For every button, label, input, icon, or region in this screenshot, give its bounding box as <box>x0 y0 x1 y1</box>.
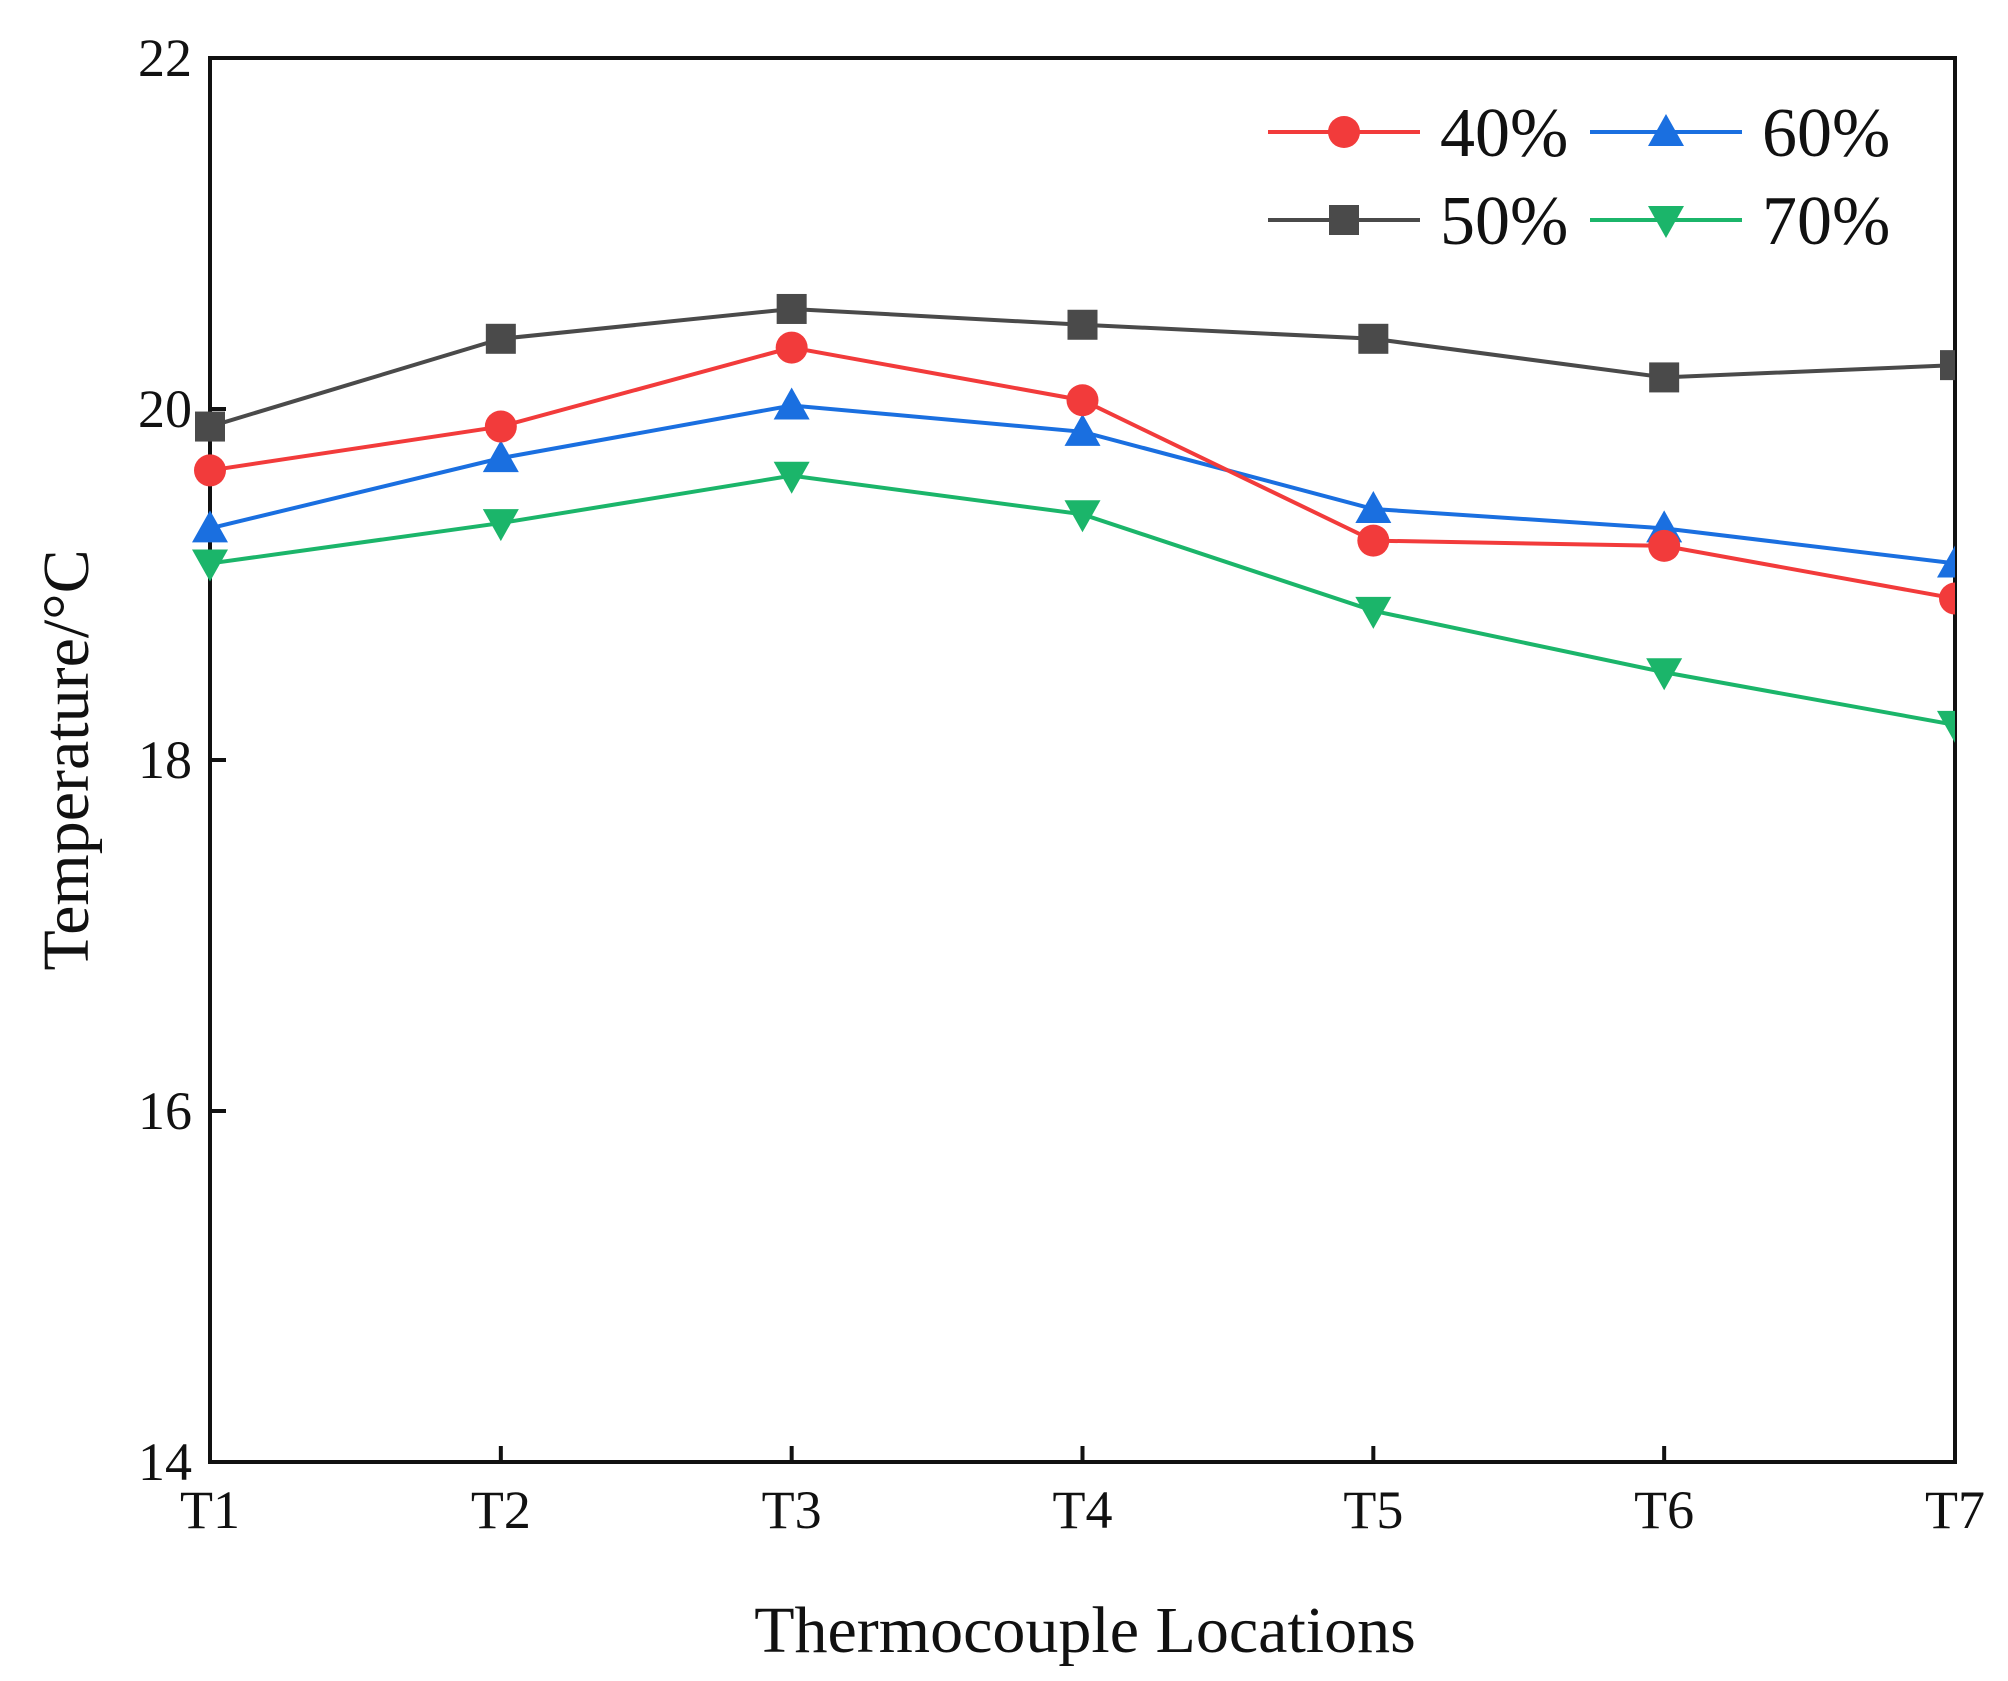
series-60-percent <box>192 387 1955 578</box>
series-40-percent <box>194 331 1955 615</box>
data-point-50-percent-t7 <box>1940 350 1955 381</box>
data-point-60-percent-t7 <box>1937 545 1955 578</box>
data-point-50-percent-t1 <box>195 411 225 442</box>
legend-label-50-percent: 50% <box>1440 183 1568 260</box>
data-point-60-percent-t5 <box>1355 491 1392 524</box>
x-tick-label-t7: T7 <box>1925 1480 1985 1540</box>
data-point-60-percent-t2 <box>482 440 519 473</box>
legend-item-40-percent: 40% <box>1268 95 1568 172</box>
y-tick-label-14: 14 <box>138 1432 192 1492</box>
series-layer <box>192 293 1955 743</box>
data-point-40-percent-t1 <box>194 454 226 487</box>
data-point-50-percent-t3 <box>776 293 807 324</box>
data-point-40-percent-t4 <box>1066 384 1099 417</box>
x-tick-label-t1: T1 <box>180 1480 240 1540</box>
data-point-60-percent-t4 <box>1064 413 1101 446</box>
data-point-60-percent-t3 <box>773 387 810 420</box>
data-point-50-percent-t6 <box>1649 362 1680 393</box>
plot-frame <box>208 56 1957 1464</box>
x-tick-label-t3: T3 <box>762 1480 822 1540</box>
data-point-50-percent-t2 <box>485 323 516 354</box>
x-tick-label-t4: T4 <box>1053 1480 1113 1540</box>
series-70-percent <box>192 461 1955 743</box>
x-tick-label-t6: T6 <box>1634 1480 1694 1540</box>
data-point-70-percent-t2 <box>482 509 519 542</box>
y-tick-label-18: 18 <box>138 730 192 790</box>
legend-marker-60-percent <box>1648 114 1684 146</box>
legend: 40% 60% 50% 70% <box>1268 95 1890 260</box>
data-point-40-percent-t6 <box>1648 529 1681 562</box>
data-point-60-percent-t1 <box>192 510 228 543</box>
data-point-70-percent-t6 <box>1646 658 1683 691</box>
x-tick-label-t5: T5 <box>1343 1480 1403 1540</box>
legend-item-60-percent: 60% <box>1590 95 1890 172</box>
data-point-40-percent-t3 <box>775 331 808 364</box>
data-point-40-percent-t5 <box>1357 524 1390 557</box>
data-point-50-percent-t5 <box>1358 323 1389 354</box>
x-axis-title: Thermocouple Locations <box>754 1594 1416 1667</box>
data-point-40-percent-t7 <box>1939 582 1955 615</box>
data-point-70-percent-t5 <box>1355 596 1392 629</box>
y-axis-title: Temperature/°C <box>30 549 103 970</box>
legend-marker-50-percent <box>1329 205 1359 235</box>
legend-marker-70-percent <box>1648 206 1684 238</box>
legend-item-70-percent: 70% <box>1590 183 1890 260</box>
legend-item-50-percent: 50% <box>1268 183 1568 260</box>
data-point-50-percent-t4 <box>1067 309 1098 340</box>
axes-layer: 14 16 18 20 22 T1 T2 T3 T4 T5 T6 T7 <box>138 28 1985 1540</box>
legend-marker-40-percent <box>1328 116 1360 148</box>
data-point-70-percent-t4 <box>1064 500 1101 533</box>
data-point-40-percent-t2 <box>484 410 517 443</box>
data-point-70-percent-t7 <box>1937 710 1955 743</box>
data-point-70-percent-t3 <box>773 461 810 494</box>
legend-label-60-percent: 60% <box>1762 95 1890 172</box>
series-50-percent <box>195 293 1955 442</box>
legend-label-40-percent: 40% <box>1440 95 1568 172</box>
x-tick-label-t2: T2 <box>471 1480 531 1540</box>
data-point-70-percent-t1 <box>192 549 228 582</box>
y-tick-label-16: 16 <box>138 1081 192 1141</box>
y-tick-label-20: 20 <box>138 379 192 439</box>
legend-label-70-percent: 70% <box>1762 183 1890 260</box>
y-tick-label-22: 22 <box>138 28 192 88</box>
